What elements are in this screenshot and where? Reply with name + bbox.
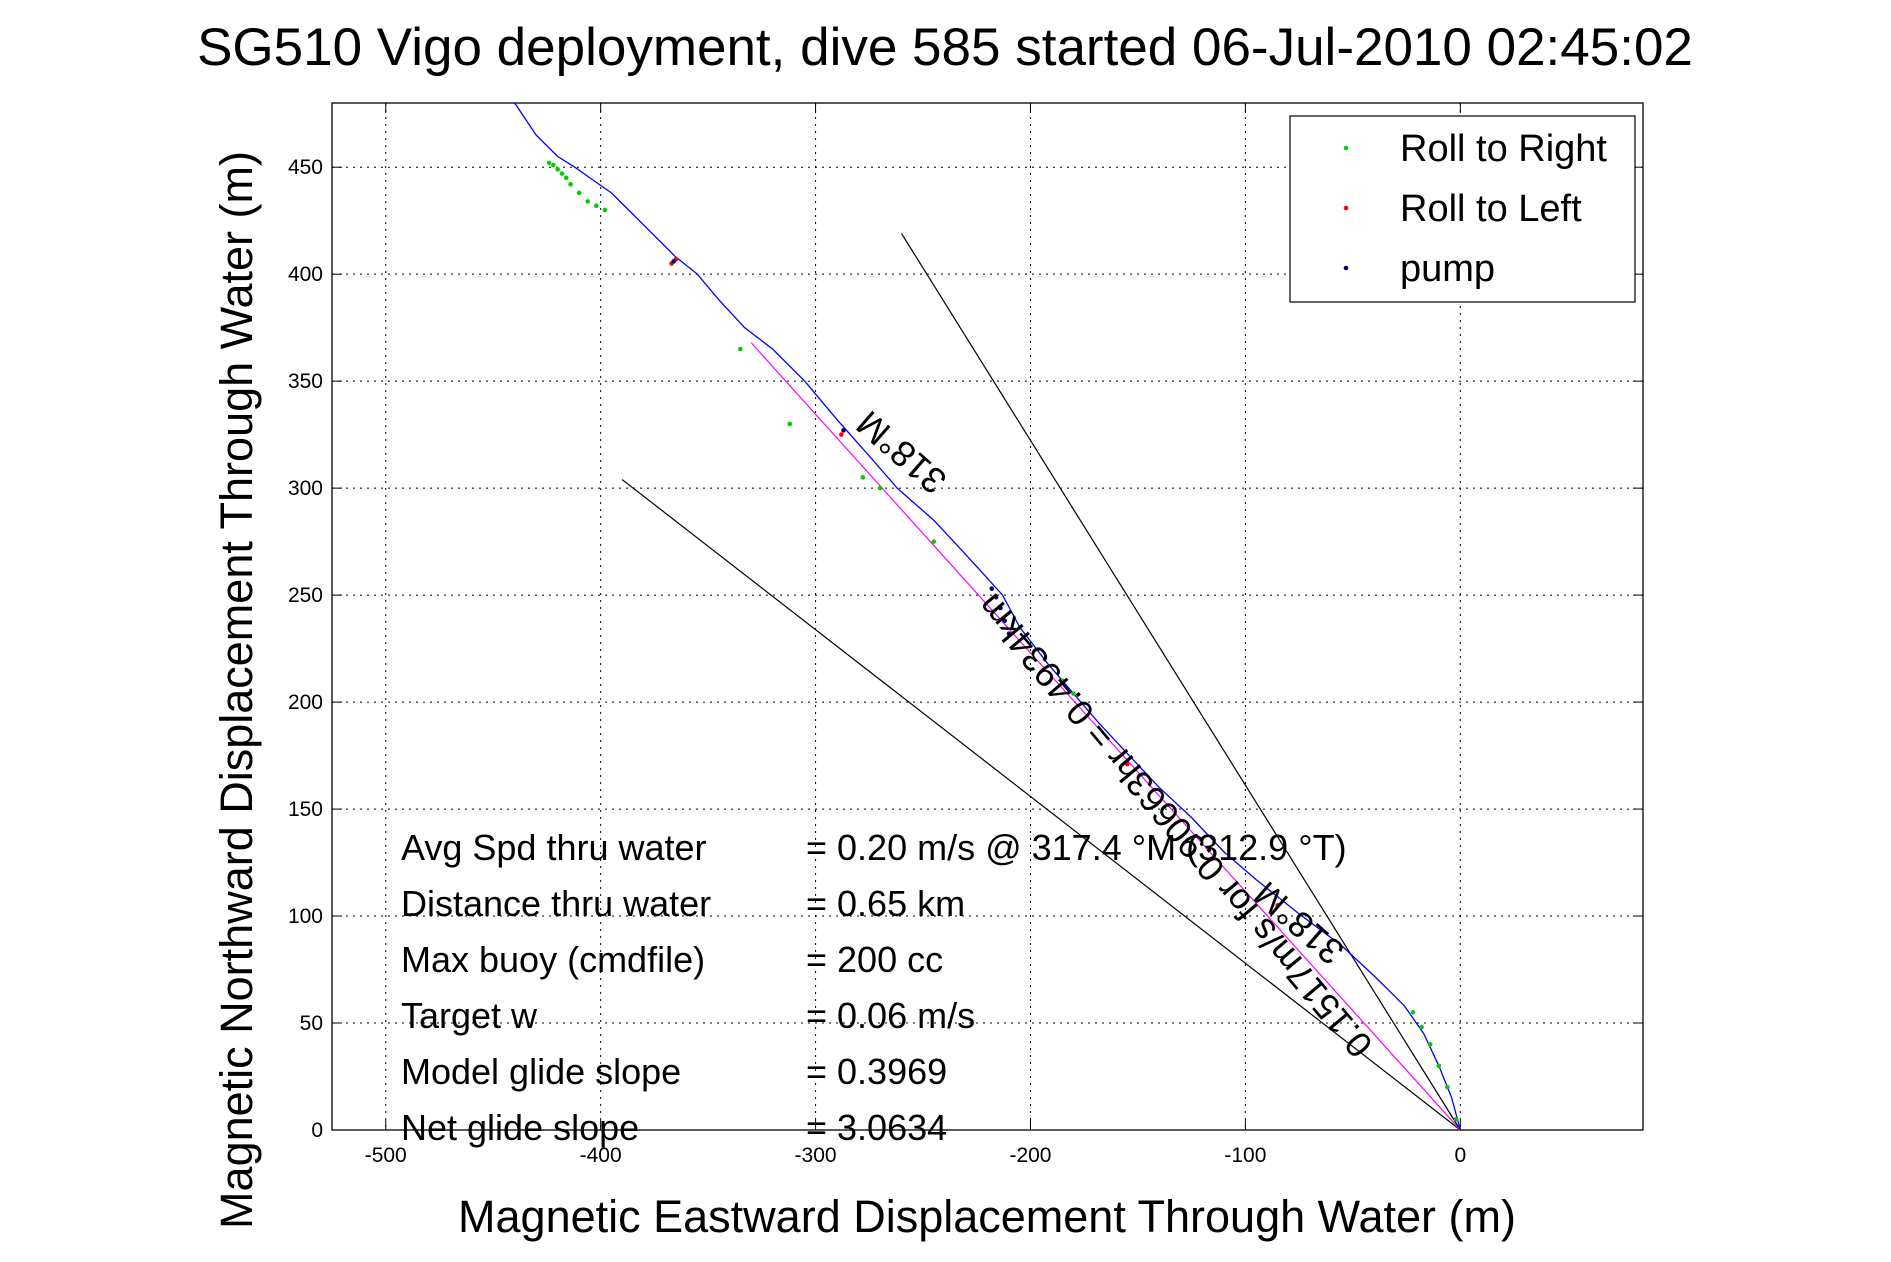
axis-ticks: -500 -400 -300 -200 -100 0 0 50 100 150 200 250 300 3… [288, 103, 1643, 1167]
roll-right-point [1453, 1117, 1459, 1122]
pump-point [1006, 631, 1012, 636]
pump-point [993, 594, 999, 600]
x-tick-label: -500 [365, 1144, 407, 1167]
roll-left-point [1275, 903, 1280, 908]
legend-item: Roll to Left [1400, 188, 1582, 230]
y-tick-label: 100 [288, 905, 323, 928]
roll-right-point [877, 485, 883, 491]
legend: Roll to Right Roll to Left pump [1289, 115, 1636, 303]
stat-label: Distance thru water [401, 883, 711, 924]
roll-right-point [602, 207, 608, 213]
y-tick-label: 450 [288, 156, 323, 179]
roll-right-point [576, 190, 582, 196]
roll-right-point [1445, 1084, 1450, 1090]
y-tick-label: 250 [288, 584, 323, 607]
roll-right-point [1410, 1010, 1416, 1015]
roll-right-point [594, 203, 599, 208]
pump-point [989, 586, 995, 591]
chart-title: SG510 Vigo deployment, dive 585 started … [197, 18, 1693, 77]
y-tick-label: 200 [288, 691, 323, 714]
stats-block: Avg Spd thru water = 0.20 m/s @ 317.4 °M … [401, 827, 1347, 1148]
roll-right-point [555, 167, 560, 172]
roll-right-point [1419, 1025, 1424, 1030]
pump-point [841, 428, 846, 433]
legend-marker [1343, 145, 1349, 151]
x-tick-label: -200 [1009, 1144, 1051, 1167]
roll-right-point [738, 346, 743, 352]
y-tick-label: 0 [311, 1119, 323, 1142]
x-tick-label: 0 [1454, 1144, 1466, 1167]
y-tick-label: 150 [288, 798, 323, 821]
stat-value: = 0.3969 [806, 1051, 947, 1092]
x-axis-label: Magnetic Eastward Displacement Through W… [458, 1191, 1516, 1242]
roll-right-point [559, 171, 565, 176]
legend-item: pump [1400, 248, 1495, 290]
y-tick-label: 350 [288, 370, 323, 393]
roll-right-point [860, 475, 866, 480]
stat-value: = 200 cc [806, 939, 943, 980]
track-line [514, 102, 1461, 1131]
roll-right-point [585, 199, 591, 204]
roll-right-point [563, 175, 569, 181]
stat-label: Max buoy (cmdfile) [401, 939, 705, 980]
x-tick-label: -100 [1224, 1144, 1266, 1167]
legend-item: Roll to Right [1400, 128, 1607, 170]
pump-point [998, 605, 1003, 611]
y-tick-label: 300 [288, 477, 323, 500]
y-tick-label: 400 [288, 263, 323, 286]
stat-label: Target w [401, 995, 538, 1036]
roll-right-point [1436, 1063, 1442, 1069]
stat-value: = 0.20 m/s @ 317.4 °M (312.9 °T) [806, 827, 1347, 868]
pump-point [1002, 618, 1007, 624]
heading-bound-line [901, 233, 1461, 1131]
roll-left-point [1124, 761, 1130, 767]
x-tick-label: -300 [795, 1144, 837, 1167]
stat-value: = 0.65 km [806, 883, 965, 924]
heading-bound-line [621, 479, 1461, 1131]
data-series [514, 102, 1461, 1131]
stat-label: Model glide slope [401, 1051, 681, 1092]
legend-marker [1343, 205, 1349, 211]
pump-point [671, 259, 677, 264]
stat-value: = 0.06 m/s [806, 995, 975, 1036]
roll-right-point [568, 182, 573, 187]
roll-right-point [787, 421, 793, 427]
stat-label: Net glide slope [401, 1107, 639, 1148]
roll-right-point [1071, 691, 1076, 696]
roll-right-point [1427, 1042, 1433, 1047]
legend-marker [1343, 265, 1349, 271]
stat-label: Avg Spd thru water [401, 827, 707, 868]
fit-line [750, 342, 1461, 1131]
stat-value: = 3.0634 [806, 1107, 947, 1148]
roll-right-point [931, 539, 937, 544]
roll-right-point [546, 160, 552, 166]
axes-frame [331, 102, 1644, 1131]
x-tick-label: -400 [580, 1144, 622, 1167]
roll-right-point [1060, 678, 1066, 683]
y-axis-label: Magnetic Northward Displacement Through … [211, 151, 262, 1229]
roll-left-point [839, 432, 844, 437]
reference-lines [621, 233, 1461, 1131]
roll-right-point [551, 162, 556, 168]
y-tick-label: 50 [300, 1012, 323, 1035]
